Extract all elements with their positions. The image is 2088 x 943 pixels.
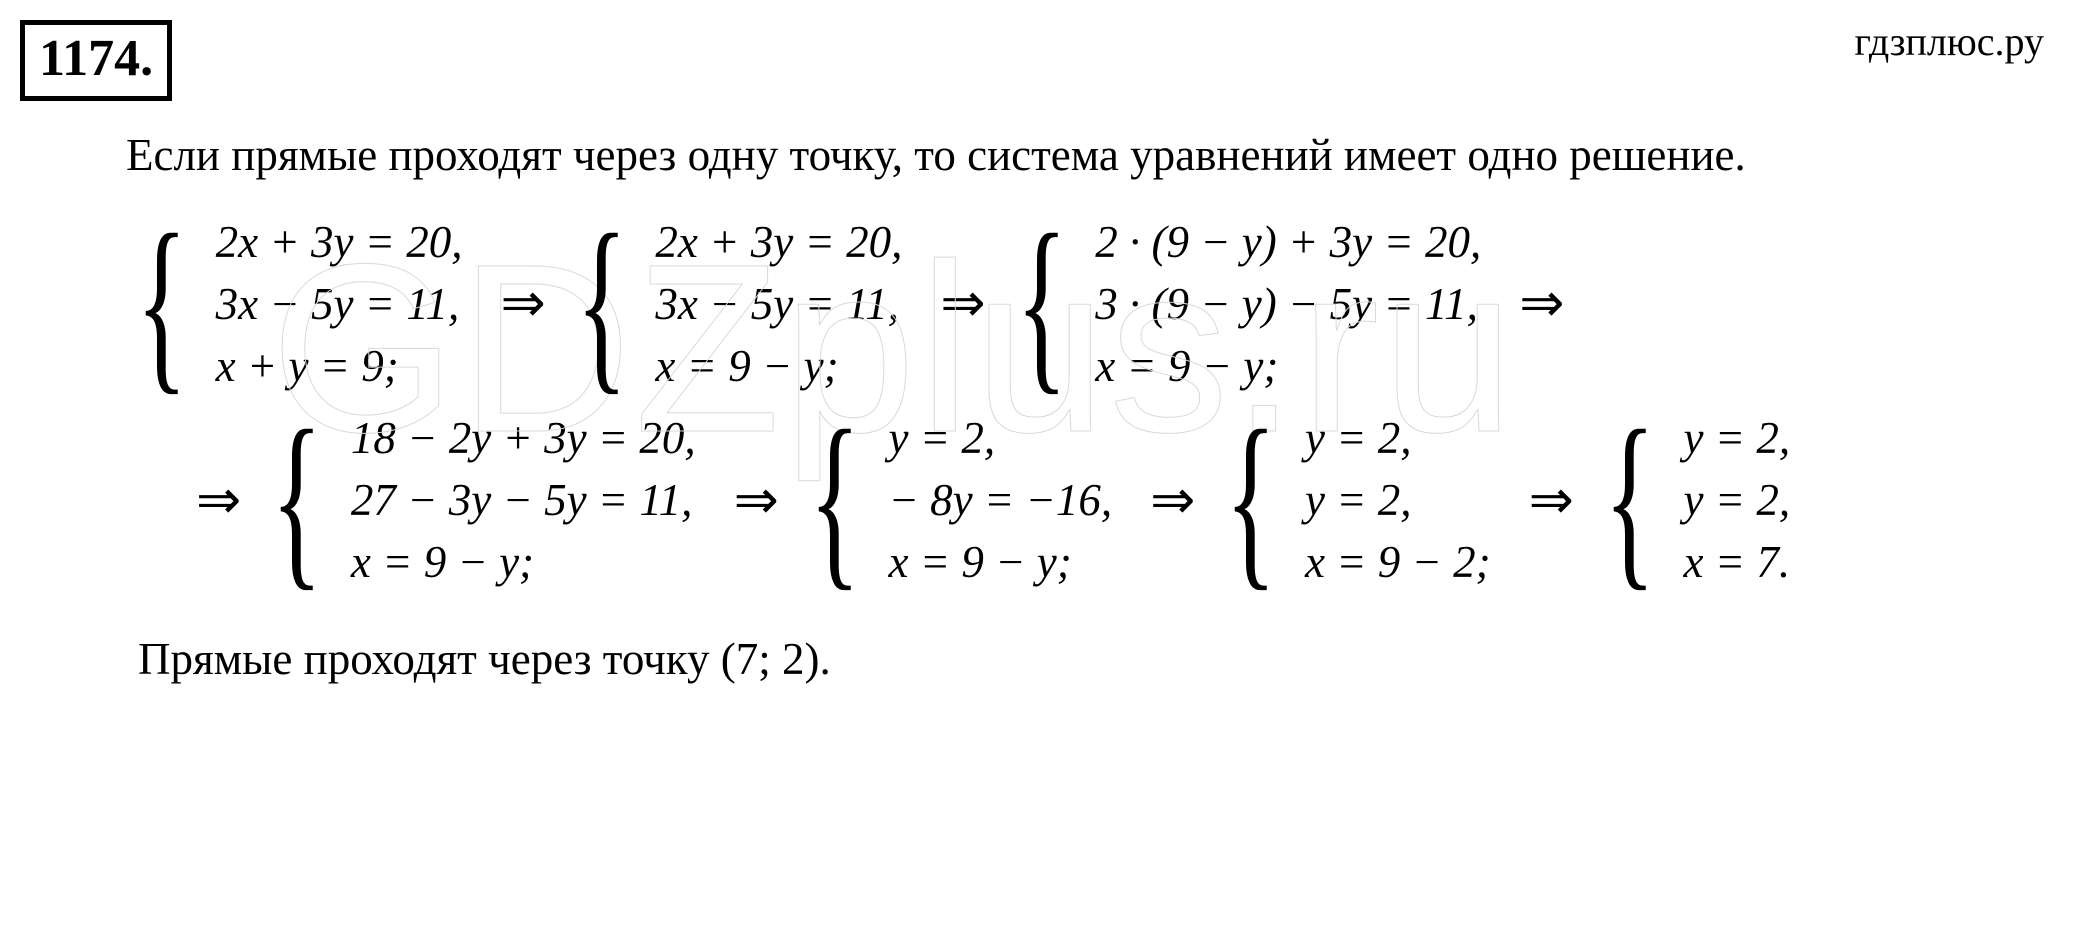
- system-7: { y = 2, y = 2, x = 7.: [1604, 407, 1790, 593]
- system-5: { y = 2, − 8y = −16, x = 9 − y;: [809, 407, 1112, 593]
- equation: 3x − 5y = 11,: [216, 273, 463, 335]
- brace-icon: {: [1225, 412, 1276, 588]
- equations: 18 − 2y + 3y = 20, 27 − 3y − 5y = 11, x …: [351, 407, 696, 593]
- arrow-icon: ⇒: [940, 266, 985, 341]
- equation: 3 · (9 − y) − 5y = 11,: [1095, 273, 1481, 335]
- intro-text: Если прямые проходят через одну точку, т…: [126, 127, 2046, 185]
- arrow-icon: ⇒: [501, 266, 546, 341]
- conclusion-text: Прямые проходят через точку (7; 2).: [138, 633, 2048, 685]
- equation: 27 − 3y − 5y = 11,: [351, 469, 696, 531]
- equation: y = 2,: [1684, 469, 1791, 531]
- equation: x = 9 − y;: [351, 531, 696, 593]
- equation: x = 9 − y;: [655, 335, 902, 397]
- equations: 2x + 3y = 20, 3x − 5y = 11, x + y = 9;: [216, 211, 463, 397]
- equation: x = 7.: [1684, 531, 1791, 593]
- page: GDZplus.ru гдзплюс.ру 1174. Если прямые …: [0, 0, 2088, 943]
- brace-icon: {: [1016, 216, 1067, 392]
- arrow-icon: ⇒: [1150, 463, 1195, 538]
- equation: y = 2,: [1305, 469, 1491, 531]
- equation: x = 9 − y;: [1095, 335, 1481, 397]
- equation: 3x − 5y = 11,: [655, 273, 902, 335]
- equations: y = 2, y = 2, x = 9 − 2;: [1305, 407, 1491, 593]
- equation: x = 9 − 2;: [1305, 531, 1491, 593]
- arrow-icon: ⇒: [1529, 463, 1574, 538]
- equations: y = 2, y = 2, x = 7.: [1684, 407, 1791, 593]
- arrow-icon: ⇒: [1519, 266, 1564, 341]
- system-2: { 2x + 3y = 20, 3x − 5y = 11, x = 9 − y;: [576, 211, 903, 397]
- system-3: { 2 · (9 − y) + 3y = 20, 3 · (9 − y) − 5…: [1016, 211, 1482, 397]
- system-1: { 2x + 3y = 20, 3x − 5y = 11, x + y = 9;: [136, 211, 463, 397]
- equation: x = 9 − y;: [889, 531, 1113, 593]
- equations: 2 · (9 − y) + 3y = 20, 3 · (9 − y) − 5y …: [1095, 211, 1481, 397]
- equation: − 8y = −16,: [889, 469, 1113, 531]
- equation: 2x + 3y = 20,: [216, 211, 463, 273]
- brace-icon: {: [809, 412, 860, 588]
- arrow-icon: ⇒: [734, 463, 779, 538]
- equation: y = 2,: [1305, 407, 1491, 469]
- brace-icon: {: [576, 216, 627, 392]
- brace-icon: {: [271, 412, 322, 588]
- equations: y = 2, − 8y = −16, x = 9 − y;: [889, 407, 1113, 593]
- site-label: гдзплюс.ру: [1854, 18, 2044, 65]
- problem-number: 1174.: [20, 20, 172, 101]
- equation: 2 · (9 − y) + 3y = 20,: [1095, 211, 1481, 273]
- equation: x + y = 9;: [216, 335, 463, 397]
- math-row-1: { 2x + 3y = 20, 3x − 5y = 11, x + y = 9;…: [136, 211, 2048, 397]
- system-6: { y = 2, y = 2, x = 9 − 2;: [1225, 407, 1490, 593]
- equation: y = 2,: [1684, 407, 1791, 469]
- brace-icon: {: [136, 216, 187, 392]
- equation: 18 − 2y + 3y = 20,: [351, 407, 696, 469]
- system-4: { 18 − 2y + 3y = 20, 27 − 3y − 5y = 11, …: [271, 407, 695, 593]
- brace-icon: {: [1604, 412, 1655, 588]
- arrow-icon: ⇒: [196, 463, 241, 538]
- equation: y = 2,: [889, 407, 1113, 469]
- equation: 2x + 3y = 20,: [655, 211, 902, 273]
- math-row-2: ⇒ { 18 − 2y + 3y = 20, 27 − 3y − 5y = 11…: [196, 407, 2048, 593]
- equations: 2x + 3y = 20, 3x − 5y = 11, x = 9 − y;: [655, 211, 902, 397]
